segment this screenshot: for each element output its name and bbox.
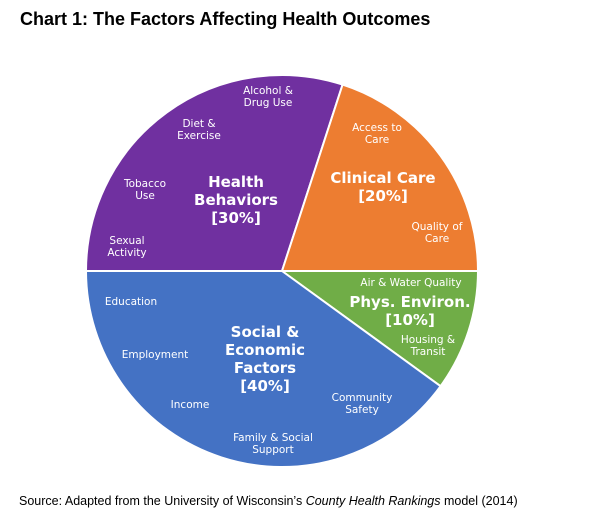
factor-label: Tobacco Use <box>123 178 167 202</box>
slice-value: [40%] <box>240 377 290 395</box>
factor-label: Housing & Transit <box>400 334 456 358</box>
factor-label: Community Safety <box>331 392 393 416</box>
slice-label: Social & Economic Factors [40%] <box>215 323 315 395</box>
slice-value: [30%] <box>211 209 261 227</box>
factor-label: Diet & Exercise <box>177 118 221 142</box>
factor-label: Quality of Care <box>411 221 463 245</box>
factor-label: Employment <box>121 349 189 361</box>
pie-slice <box>278 270 480 388</box>
slice-name: Phys. Environ. <box>349 293 471 311</box>
source-emphasis: County Health Rankings <box>305 494 441 508</box>
factor-label: Air & Water Quality <box>360 277 462 289</box>
factor-label: Access to Care <box>352 122 402 146</box>
chart-title: Chart 1: The Factors Affecting Health Ou… <box>20 9 431 29</box>
pie-slice <box>84 74 344 272</box>
slice-label: Health Behaviors [30%] <box>186 173 286 227</box>
slice-label: Clinical Care [20%] <box>323 169 443 205</box>
factor-label: Alcohol & Drug Use <box>243 85 293 109</box>
factor-label: Income <box>170 399 210 411</box>
slice-value: [20%] <box>358 187 408 205</box>
slice-label: Phys. Environ. [10%] <box>345 293 475 329</box>
factor-label: Education <box>104 296 158 308</box>
source-text: model (2014) <box>440 494 518 508</box>
slice-name: Health Behaviors <box>194 173 278 209</box>
slice-name: Clinical Care <box>330 169 436 187</box>
slice-value: [10%] <box>385 311 435 329</box>
pie-slice <box>280 83 480 272</box>
source-text: Source: Adapted from the University of W… <box>19 494 306 508</box>
pie-slice <box>84 270 442 468</box>
factor-label: Family & Social Support <box>233 432 313 456</box>
slice-name: Social & Economic Factors <box>224 323 306 377</box>
factor-label: Sexual Activity <box>107 235 147 259</box>
source-note: Source: Adapted from the University of W… <box>19 494 518 508</box>
